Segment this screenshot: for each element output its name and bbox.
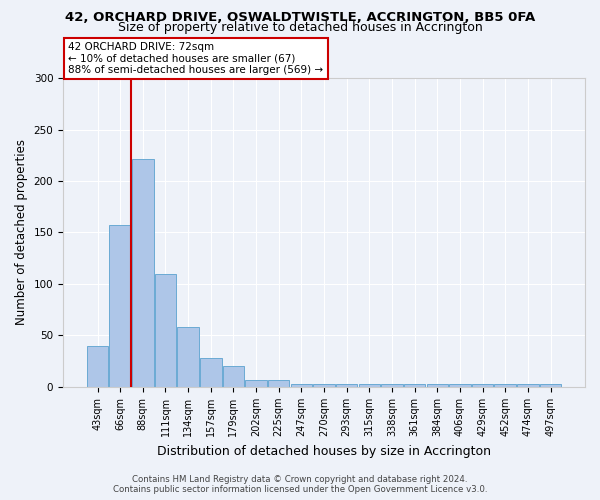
Bar [517,384,539,387]
Bar [381,384,403,387]
Bar [109,226,131,387]
Y-axis label: Number of detached properties: Number of detached properties [15,140,28,326]
Text: 42 ORCHARD DRIVE: 72sqm
← 10% of detached houses are smaller (67)
88% of semi-de: 42 ORCHARD DRIVE: 72sqm ← 10% of detache… [68,42,323,75]
Bar [449,384,470,387]
X-axis label: Distribution of detached houses by size in Accrington: Distribution of detached houses by size … [157,444,491,458]
Bar [359,384,380,387]
Bar [290,384,312,387]
Bar [472,384,493,387]
Bar [268,380,289,387]
Bar [336,384,358,387]
Bar [87,346,108,387]
Bar [223,366,244,387]
Bar [313,384,335,387]
Bar [245,380,267,387]
Bar [132,160,154,387]
Text: Size of property relative to detached houses in Accrington: Size of property relative to detached ho… [118,22,482,35]
Bar [200,358,221,387]
Bar [178,327,199,387]
Bar [155,274,176,387]
Bar [404,384,425,387]
Text: 42, ORCHARD DRIVE, OSWALDTWISTLE, ACCRINGTON, BB5 0FA: 42, ORCHARD DRIVE, OSWALDTWISTLE, ACCRIN… [65,11,535,24]
Text: Contains HM Land Registry data © Crown copyright and database right 2024.: Contains HM Land Registry data © Crown c… [132,475,468,484]
Bar [540,384,561,387]
Bar [494,384,516,387]
Text: Contains public sector information licensed under the Open Government Licence v3: Contains public sector information licen… [113,484,487,494]
Bar [427,384,448,387]
